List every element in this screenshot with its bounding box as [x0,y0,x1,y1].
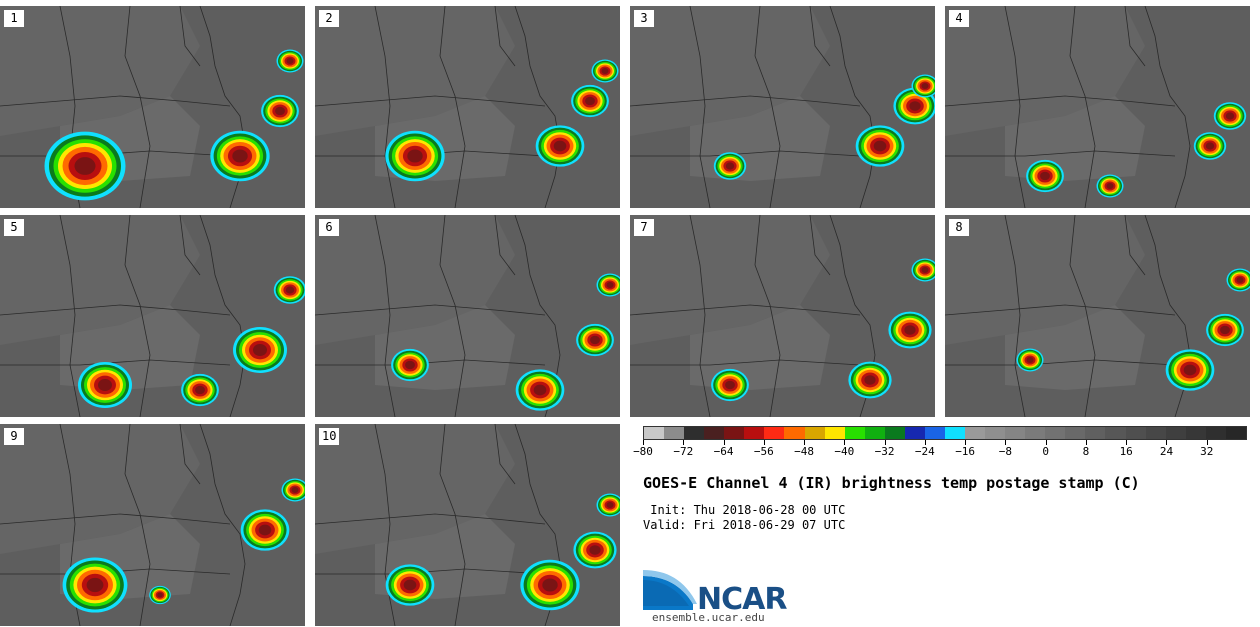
colorbar-tick-label: 0 [1042,445,1049,458]
colorbar-swatch [1045,427,1066,439]
colorbar-swatch [904,427,925,439]
ir-map [0,424,305,626]
ir-map [945,215,1250,417]
colorbar-swatch [824,427,845,439]
colorbar-tick [924,440,926,445]
stamp-panel-4: 4 [945,6,1250,208]
colorbar-tick [1166,440,1168,445]
colorbar-tick [683,440,685,445]
ncar-logo-icon [643,570,697,610]
colorbar-tick-label: 8 [1082,445,1090,458]
colorbar-swatch [1165,427,1186,439]
colorbar-tick-label: −72 [673,445,694,458]
colorbar-swatch [1005,427,1026,439]
colorbar-tick [844,440,846,445]
colorbar-tick [723,440,725,445]
colorbar-swatch [764,427,785,439]
colorbar-tick-label: −64 [713,445,734,458]
panel-number: 5 [4,219,24,236]
valid-time: Valid: Fri 2018-06-29 07 UTC [643,518,846,532]
stamp-panel-3: 3 [630,6,935,208]
colorbar-swatch [1205,427,1226,439]
product-title: GOES-E Channel 4 (IR) brightness temp po… [643,474,1140,492]
colorbar-tick [1005,440,1007,445]
colorbar-swatch [704,427,725,439]
stamp-panel-9: 9 [0,424,305,626]
colorbar-swatch [1185,427,1206,439]
colorbar-swatch [1065,427,1086,439]
stamp-panel-8: 8 [945,215,1250,417]
colorbar-swatch [724,427,745,439]
colorbar-swatch [1085,427,1106,439]
stamp-panel-2: 2 [315,6,620,208]
colorbar-swatch [804,427,825,439]
colorbar [643,426,1247,440]
colorbar-tick-label: −56 [753,445,774,458]
panel-number: 3 [634,10,654,27]
colorbar-swatch [744,427,765,439]
panel-number: 4 [949,10,969,27]
colorbar-swatch [1125,427,1146,439]
ir-map [0,215,305,417]
colorbar-swatch [944,427,965,439]
colorbar-tick [643,440,644,445]
stamp-panel-7: 7 [630,215,935,417]
colorbar-swatch [1025,427,1046,439]
colorbar-swatch [985,427,1006,439]
colorbar-swatch [884,427,905,439]
panel-number: 6 [319,219,339,236]
ir-map [945,6,1247,208]
panel-number: 8 [949,219,969,236]
colorbar-tick-label: −32 [874,445,895,458]
panel-number: 1 [4,10,24,27]
colorbar-tick [965,440,967,445]
panel-number: 10 [319,428,340,445]
colorbar-swatch [684,427,705,439]
colorbar-swatch [644,427,665,439]
ir-map [315,215,620,417]
colorbar-tick [1045,440,1047,445]
colorbar-swatch [1145,427,1166,439]
colorbar-tick-label: −8 [998,445,1013,458]
ir-map [630,6,935,208]
colorbar-tick-label: −48 [794,445,814,458]
colorbar-tick-label: 16 [1119,445,1133,458]
panel-number: 9 [4,428,24,445]
colorbar-swatch [784,427,805,439]
colorbar-tick [804,440,806,445]
colorbar-tick-label: −80 [633,445,653,458]
colorbar-tick-label: −40 [834,445,855,458]
colorbar-swatch [844,427,865,439]
colorbar-tick [1206,440,1208,445]
colorbar-tick [1126,440,1128,445]
stamp-panel-10: 10 [315,424,620,626]
colorbar-tick [763,440,765,445]
ir-map [0,6,304,208]
colorbar-tick-label: −16 [955,445,976,458]
colorbar-tick-label: 24 [1159,445,1174,458]
ir-map [315,424,620,626]
ir-map [630,215,935,417]
stamp-panel-6: 6 [315,215,620,417]
colorbar-tick-label: 32 [1200,445,1214,458]
colorbar-swatch [864,427,885,439]
colorbar-swatch [664,427,685,439]
colorbar-ticks: −80 −72 −64 −56 −48 −40 −32 −24 −16 −8 0 8 16 24 32 [633,440,1247,460]
website-link[interactable]: ensemble.ucar.edu [652,611,765,624]
ir-map [315,6,619,208]
colorbar-tick [884,440,886,445]
colorbar-tick [1085,440,1087,445]
stamp-panel-1: 1 [0,6,305,208]
colorbar-tick-label: −24 [914,445,935,458]
stamp-panel-5: 5 [0,215,305,417]
colorbar-swatch [1105,427,1126,439]
init-time: Init: Thu 2018-06-28 00 UTC [643,503,846,517]
colorbar-swatch [965,427,986,439]
colorbar-swatch [1225,427,1246,439]
panel-number: 2 [319,10,339,27]
colorbar-swatch [924,427,945,439]
panel-number: 7 [634,219,654,236]
logo-text: NCAR [697,582,787,617]
